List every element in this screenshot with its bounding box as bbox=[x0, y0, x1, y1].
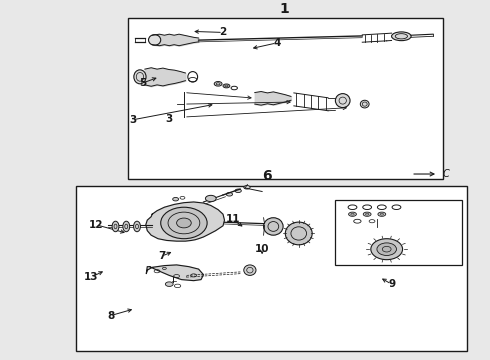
Ellipse shape bbox=[134, 221, 141, 232]
Ellipse shape bbox=[112, 221, 119, 232]
Text: C: C bbox=[443, 169, 450, 179]
Ellipse shape bbox=[123, 221, 130, 232]
Text: 1: 1 bbox=[279, 2, 289, 16]
Text: 13: 13 bbox=[84, 272, 98, 282]
Ellipse shape bbox=[378, 212, 386, 216]
Ellipse shape bbox=[223, 84, 230, 88]
Text: 3: 3 bbox=[129, 115, 136, 125]
Text: 5: 5 bbox=[139, 78, 146, 88]
Bar bbox=[335, 200, 463, 265]
Text: 10: 10 bbox=[255, 244, 270, 254]
Text: 2: 2 bbox=[220, 27, 227, 37]
Ellipse shape bbox=[226, 193, 233, 196]
Text: 3: 3 bbox=[166, 114, 173, 124]
Ellipse shape bbox=[264, 218, 283, 235]
Ellipse shape bbox=[335, 94, 350, 108]
Ellipse shape bbox=[360, 100, 369, 108]
Ellipse shape bbox=[214, 82, 222, 86]
Bar bbox=[76, 186, 467, 351]
Text: 6: 6 bbox=[262, 169, 272, 183]
Ellipse shape bbox=[205, 195, 216, 202]
Bar bbox=[128, 18, 443, 179]
Ellipse shape bbox=[172, 197, 178, 201]
Polygon shape bbox=[147, 265, 203, 281]
Text: 11: 11 bbox=[225, 215, 240, 225]
Ellipse shape bbox=[161, 207, 207, 239]
Text: 4: 4 bbox=[273, 38, 280, 48]
Ellipse shape bbox=[363, 212, 371, 216]
Ellipse shape bbox=[348, 212, 356, 216]
Polygon shape bbox=[146, 202, 224, 241]
Text: 7: 7 bbox=[158, 251, 166, 261]
Ellipse shape bbox=[134, 70, 146, 84]
Text: 9: 9 bbox=[388, 279, 395, 289]
Ellipse shape bbox=[392, 32, 411, 41]
Ellipse shape bbox=[285, 222, 312, 245]
Ellipse shape bbox=[371, 239, 403, 260]
Text: 8: 8 bbox=[107, 311, 114, 321]
Text: 12: 12 bbox=[89, 220, 103, 230]
Ellipse shape bbox=[148, 35, 161, 45]
Ellipse shape bbox=[244, 265, 256, 275]
Ellipse shape bbox=[235, 189, 242, 193]
Ellipse shape bbox=[176, 218, 191, 228]
Ellipse shape bbox=[165, 282, 173, 287]
Ellipse shape bbox=[377, 243, 396, 256]
Ellipse shape bbox=[244, 185, 250, 189]
